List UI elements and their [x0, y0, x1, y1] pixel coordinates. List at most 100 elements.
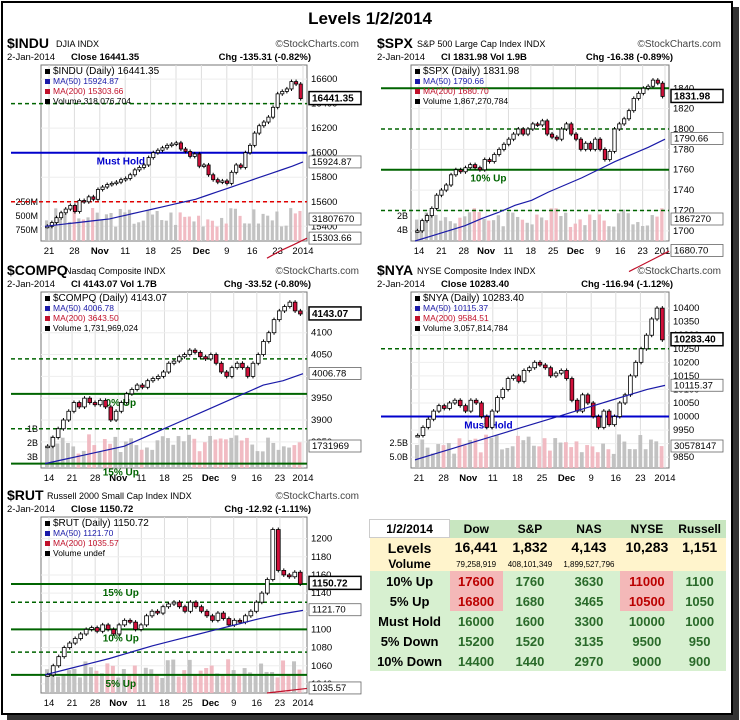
- price-tag: [308, 603, 362, 617]
- volume-bar: [607, 226, 611, 241]
- candle-body: [203, 356, 208, 360]
- table-cell: 9000: [620, 651, 674, 671]
- candle-body: [525, 128, 531, 135]
- volume-bar: [187, 434, 191, 468]
- candle-body: [234, 164, 239, 173]
- table-cell: 3300: [557, 611, 621, 631]
- legend-entry: MA(200) 15303.66: [53, 86, 124, 96]
- x-tick-label: 28: [90, 698, 101, 709]
- volume-bar: [253, 675, 258, 693]
- candle-body: [282, 306, 287, 312]
- volume-bar: [121, 669, 126, 693]
- volume-bar: [617, 434, 621, 468]
- candle-body: [243, 615, 248, 623]
- chart-name: Russell 2000 Small Cap Index INDX: [47, 491, 192, 501]
- volume-bar: [150, 214, 155, 241]
- volume-bar: [506, 212, 510, 241]
- x-tick-label: 21: [44, 246, 55, 257]
- volume-bar: [297, 669, 302, 693]
- candle-body: [266, 332, 272, 342]
- y-tick-label: 16000: [311, 148, 337, 159]
- volume-bar: [276, 449, 281, 468]
- candle-body: [66, 410, 71, 421]
- volume-bar: [478, 452, 483, 468]
- x-tick-label: 9: [231, 698, 236, 709]
- candle-body: [448, 174, 454, 186]
- volume-bar: [297, 442, 302, 468]
- candle-body: [256, 354, 261, 364]
- candle-body: [429, 208, 434, 216]
- volume-bar: [233, 208, 237, 241]
- price-tag: [308, 155, 362, 169]
- table-date: 1/2/2014: [368, 519, 451, 538]
- candle-body: [86, 196, 91, 203]
- candle-body: [284, 88, 289, 92]
- volume-bar: [154, 675, 159, 693]
- volume-bar: [60, 437, 65, 468]
- volume-bar: [592, 219, 597, 241]
- candle-body: [280, 90, 285, 95]
- y-tick-label: 10350: [673, 317, 699, 328]
- volume-bar: [99, 673, 104, 693]
- volume-bar: [237, 674, 242, 693]
- table-cell: 10500: [620, 591, 674, 611]
- volume-bar: [574, 441, 579, 468]
- volume-bar: [544, 220, 549, 241]
- candle-body: [197, 153, 202, 167]
- legend-entry: MA(50) 10115.37: [423, 303, 488, 313]
- volume-bar: [116, 677, 121, 693]
- candle-body: [606, 410, 612, 426]
- legend-entry: $SPX (Daily) 1831.98: [423, 66, 520, 77]
- table-cell: [673, 557, 726, 571]
- x-tick-label: 18: [159, 473, 170, 484]
- candle-body: [543, 364, 548, 369]
- volume-bar: [443, 217, 448, 241]
- volume-bar: [537, 446, 542, 468]
- volume-bar: [66, 670, 71, 693]
- y-tick-label: 16200: [311, 123, 337, 134]
- candle-body: [559, 370, 564, 374]
- table-cell: 10,283: [620, 537, 674, 557]
- y-tick-label: 1780: [673, 144, 694, 155]
- chart-close: Close 16441.35: [71, 52, 140, 63]
- x-tick-label: 16: [615, 246, 626, 257]
- candle-body: [166, 362, 171, 373]
- volume-bar: [542, 438, 547, 468]
- table-cell: 1000: [673, 611, 726, 631]
- volume-bar: [176, 436, 181, 468]
- candle-body: [213, 354, 219, 364]
- volume-label: 750M: [15, 225, 38, 235]
- volume-bar: [49, 222, 53, 241]
- y-tick-label: 16600: [311, 74, 337, 85]
- volume-bar: [252, 209, 256, 241]
- chart-name: Nasdaq Composite INDX: [65, 266, 166, 276]
- volume-bar: [160, 220, 164, 241]
- volume-bar: [425, 447, 430, 468]
- volume-bar: [650, 215, 654, 241]
- volume-bar: [583, 225, 587, 241]
- volume-bar: [238, 215, 242, 241]
- candle-body: [441, 405, 447, 409]
- candle-body: [243, 152, 248, 168]
- volume-bar: [100, 219, 104, 241]
- table-cell: 950: [673, 631, 726, 651]
- candle-body: [87, 397, 92, 403]
- candle-body: [59, 212, 64, 219]
- candle-body: [63, 208, 68, 214]
- legend-swatch: [45, 531, 50, 536]
- candle-body: [138, 624, 144, 630]
- volume-tag: [670, 212, 724, 226]
- candle-body: [527, 367, 532, 371]
- candle-body: [127, 619, 133, 623]
- candle-body: [199, 606, 204, 612]
- volume-bar: [621, 209, 626, 241]
- candle-body: [601, 410, 607, 428]
- volume-bar: [178, 212, 182, 241]
- candle-body: [161, 371, 166, 377]
- candle-body: [585, 394, 591, 404]
- candle-body: [188, 151, 193, 157]
- x-tick-label: 16: [611, 473, 622, 484]
- volume-bar: [209, 665, 214, 693]
- candle-body: [277, 310, 282, 321]
- candle-body: [588, 142, 593, 150]
